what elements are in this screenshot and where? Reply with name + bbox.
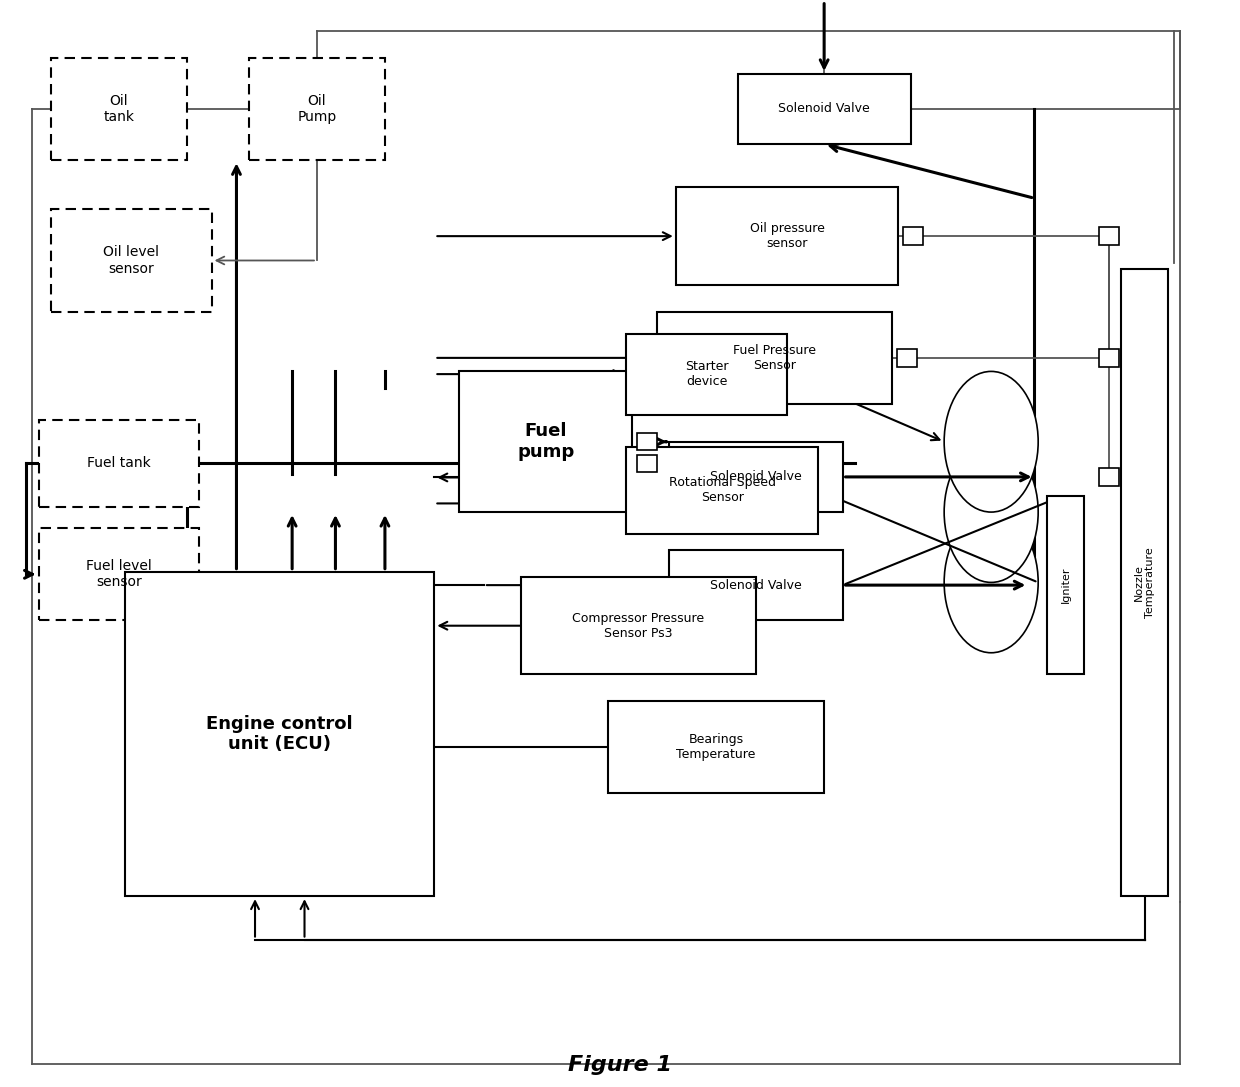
FancyBboxPatch shape xyxy=(51,209,212,312)
FancyBboxPatch shape xyxy=(125,572,434,897)
Text: Nozzle
Temperature: Nozzle Temperature xyxy=(1133,547,1156,617)
FancyBboxPatch shape xyxy=(670,550,843,621)
FancyBboxPatch shape xyxy=(521,577,756,674)
Text: Solenoid Valve: Solenoid Valve xyxy=(711,578,802,591)
Text: Solenoid Valve: Solenoid Valve xyxy=(779,102,870,115)
Ellipse shape xyxy=(944,372,1038,512)
Bar xyxy=(1099,227,1118,245)
Text: Figure 1: Figure 1 xyxy=(568,1054,672,1075)
Text: Fuel level
sensor: Fuel level sensor xyxy=(86,559,151,589)
FancyBboxPatch shape xyxy=(459,372,632,512)
FancyBboxPatch shape xyxy=(676,187,898,285)
Bar xyxy=(637,454,657,472)
Text: Rotational Speed
Sensor: Rotational Speed Sensor xyxy=(668,476,775,504)
Bar xyxy=(1099,349,1118,366)
Text: Oil
Pump: Oil Pump xyxy=(298,93,336,124)
Text: Solenoid Valve: Solenoid Valve xyxy=(711,471,802,484)
Text: Oil level
sensor: Oil level sensor xyxy=(103,246,159,276)
FancyBboxPatch shape xyxy=(670,441,843,512)
FancyBboxPatch shape xyxy=(1047,496,1084,674)
FancyBboxPatch shape xyxy=(1121,268,1168,897)
Text: Fuel
pump: Fuel pump xyxy=(517,423,574,461)
Text: Oil pressure
sensor: Oil pressure sensor xyxy=(750,222,825,250)
Bar xyxy=(1099,468,1118,486)
FancyBboxPatch shape xyxy=(249,58,384,161)
Bar xyxy=(897,349,916,366)
Text: Starter
device: Starter device xyxy=(684,360,728,388)
Text: Fuel tank: Fuel tank xyxy=(87,457,151,471)
FancyBboxPatch shape xyxy=(38,420,200,507)
FancyBboxPatch shape xyxy=(51,58,187,161)
Text: Oil
tank: Oil tank xyxy=(103,93,134,124)
FancyBboxPatch shape xyxy=(738,74,910,145)
Text: Igniter: Igniter xyxy=(1060,567,1070,603)
FancyBboxPatch shape xyxy=(38,528,200,621)
Text: Bearings
Temperature: Bearings Temperature xyxy=(676,734,755,762)
FancyBboxPatch shape xyxy=(626,334,787,415)
Text: Compressor Pressure
Sensor Ps3: Compressor Pressure Sensor Ps3 xyxy=(573,612,704,640)
FancyBboxPatch shape xyxy=(608,701,825,794)
Ellipse shape xyxy=(944,512,1038,653)
Text: Fuel Pressure
Sensor: Fuel Pressure Sensor xyxy=(733,343,816,372)
FancyBboxPatch shape xyxy=(626,447,818,534)
Bar xyxy=(637,433,657,450)
Bar xyxy=(903,227,923,245)
Text: Engine control
unit (ECU): Engine control unit (ECU) xyxy=(206,714,353,753)
Ellipse shape xyxy=(944,441,1038,583)
FancyBboxPatch shape xyxy=(657,312,893,404)
